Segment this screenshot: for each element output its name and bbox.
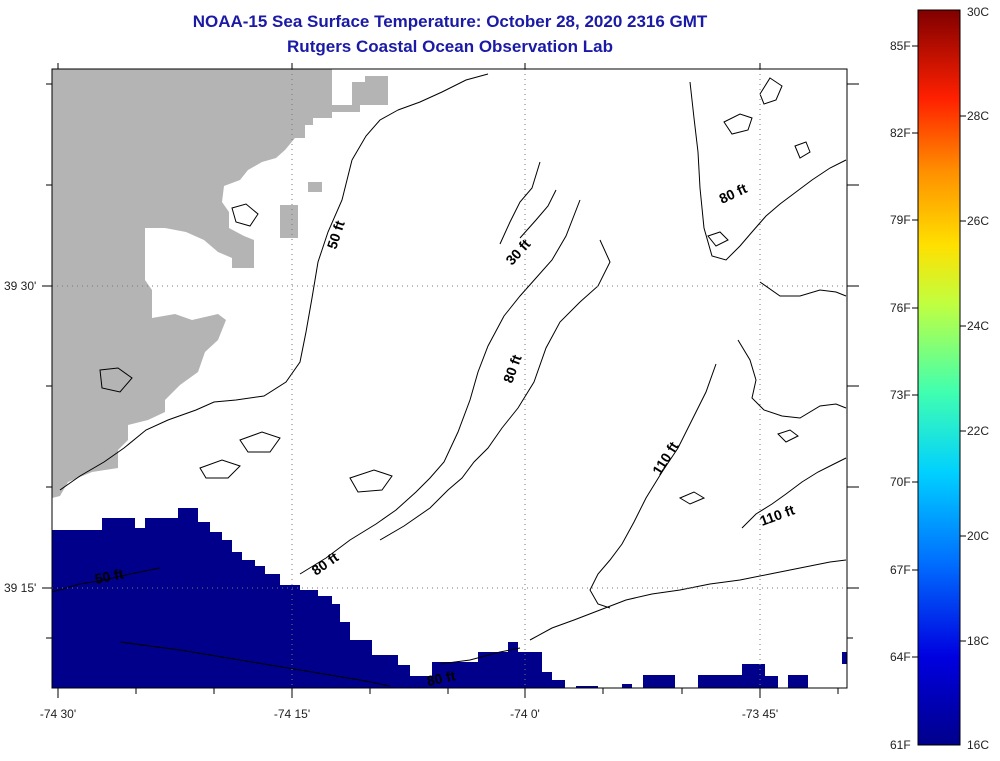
contour-80ft-b [759,281,847,297]
lon-label: -74 30' [40,707,76,721]
contour-110ft-c [741,457,847,529]
contour-loop-7 [231,203,259,227]
contour-label: 80 ft [425,667,457,689]
lat-label: 39 30' [4,279,36,293]
contour-loop-10 [349,469,393,493]
colorbar-ticks [912,45,966,658]
lon-label: -74 15' [274,707,310,721]
depth-contours [51,73,847,687]
graticule [52,69,847,688]
contour-loop-4 [759,77,783,105]
contour-loop-11 [199,459,241,479]
contour-loop-3 [678,491,706,505]
scale-label-f: 67F [890,563,911,577]
contour-loop-1 [723,113,753,135]
map-subtitle: Rutgers Coastal Ocean Observation Lab [287,37,613,56]
frame-ticks [42,63,859,698]
scale-label-c: 16C [967,738,989,752]
cold-water [52,508,847,688]
map-title: NOAA-15 Sea Surface Temperature: October… [192,12,708,31]
contour-loop-5 [777,429,799,443]
contour-50ft-north [351,73,489,161]
scale-label-c: 30C [967,5,989,19]
scale-label-c: 26C [967,214,989,228]
contour-30ft-ridge-b [379,239,611,541]
contour-110ft [589,363,717,609]
contour-110ft-b [737,339,847,419]
scale-label-c: 22C [967,424,989,438]
land-mass [52,69,388,498]
contour-80ft [689,81,847,261]
scale-label-c: 20C [967,529,989,543]
scale-label-f: 79F [890,213,911,227]
contour-80ft-south-b [439,647,521,665]
contour-30ft-ridge [299,199,581,575]
colorbar-labels: 85F 82F 79F 76F 73F 70F 67F 64F 61F 30C … [890,5,989,752]
scale-label-f: 82F [890,126,911,140]
contour-loop-2 [707,231,729,247]
scale-label-f: 85F [890,39,911,53]
scale-label-f: 61F [890,738,911,752]
scale-label-f: 76F [890,301,911,315]
scale-label-f: 70F [890,475,911,489]
lon-label: -73 45' [742,707,778,721]
map-border [51,68,848,689]
contour-30ft-north [499,161,557,245]
lon-label: -74 0' [510,707,540,721]
scale-label-c: 24C [967,319,989,333]
contour-loop-8 [99,367,133,393]
scale-label-c: 18C [967,634,989,648]
contour-label: 50 ft [93,565,125,587]
contour-50ft-south [51,567,391,687]
contour-loop-6 [794,141,811,159]
contour-loop-9 [239,431,281,453]
scale-label-f: 73F [890,388,911,402]
contour-50ft [59,159,353,491]
color-scale-bar [917,9,961,746]
contour-80ft-south [529,559,847,641]
scale-label-f: 64F [890,650,911,664]
axis-labels: -74 30' -74 15' -74 0' -73 45' 39 30' 39… [4,279,778,721]
scale-label-c: 28C [967,109,989,123]
lat-label: 39 15' [4,581,36,595]
